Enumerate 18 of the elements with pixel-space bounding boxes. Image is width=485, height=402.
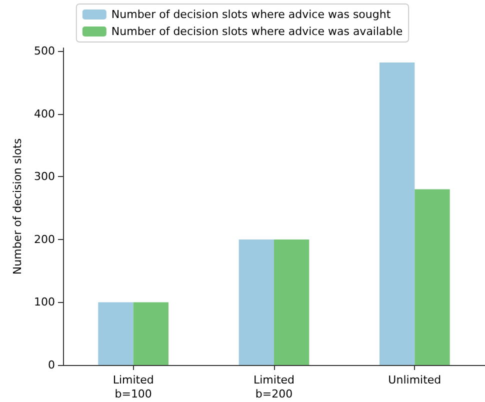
y-tick-label: 0 — [48, 358, 55, 372]
y-axis-title: Number of decision slots — [11, 138, 24, 275]
y-tick-label: 400 — [34, 107, 55, 120]
legend-label: Number of decision slots where advice was available — [111, 25, 403, 38]
bar — [380, 62, 415, 365]
bar — [274, 239, 310, 365]
bar — [238, 239, 274, 365]
x-tick-label: Limited b=100 — [112, 374, 154, 400]
bar — [133, 302, 168, 365]
y-tick-label: 100 — [34, 296, 55, 309]
x-tick-label: Limited b=200 — [253, 374, 295, 400]
bar — [414, 189, 450, 365]
y-tick-label: 300 — [34, 170, 55, 184]
x-tick-label: Unlimited — [388, 374, 442, 386]
bar — [98, 302, 134, 365]
legend-label: Number of decision slots where advice was sought — [111, 8, 392, 21]
y-tick-label: 200 — [34, 232, 55, 246]
y-tick-label: 500 — [34, 44, 55, 58]
